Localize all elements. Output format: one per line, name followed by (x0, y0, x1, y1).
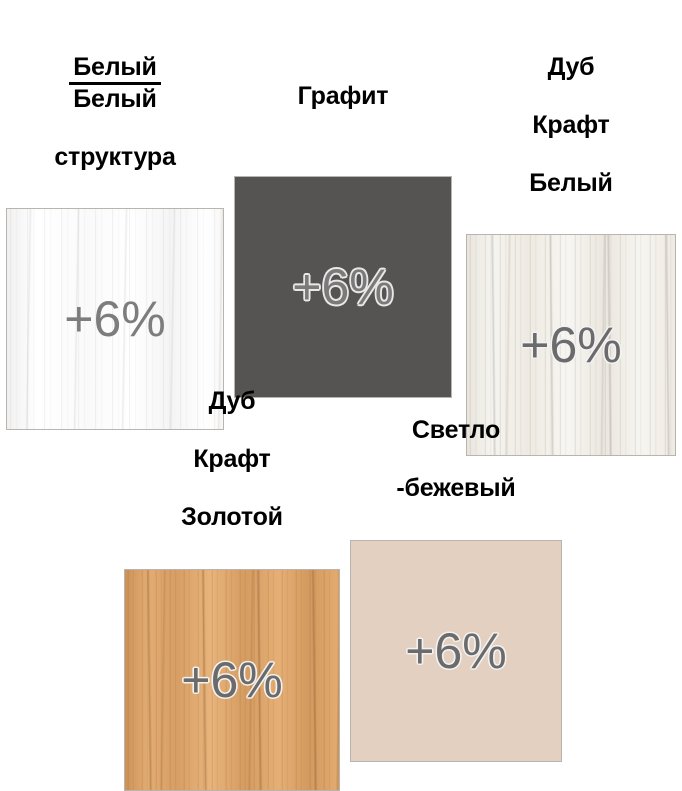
swatch-white-structure[interactable]: Белый Белый структура +6% (6, 24, 224, 430)
swatch-board: Белый Белый структура +6% Графит +6% Дуб… (6, 24, 676, 791)
swatch-caption-oak-craft-gold: Дуб Крафт Золотой (124, 358, 340, 561)
swatch-caption-graphite: Графит (234, 53, 452, 140)
swatch-caption-oak-craft-white: Дуб Крафт Белый (466, 24, 676, 227)
caption-line: Золотой (181, 503, 283, 531)
caption-line: Светло (411, 416, 501, 444)
caption-line: Крафт (193, 445, 271, 473)
caption-line-ruled: Белый (69, 54, 161, 85)
swatch-tile-graphite[interactable]: +6% (234, 176, 452, 398)
swatch-tile-white-structure[interactable]: +6% (6, 208, 224, 430)
surcharge-badge: +6% (64, 291, 166, 347)
swatch-tile-oak-craft-white[interactable]: +6% (466, 234, 676, 456)
caption-line: -бежевый (396, 474, 516, 502)
caption-line: Крафт (532, 111, 610, 139)
surcharge-badge: +6% (181, 652, 283, 708)
caption-line: структура (54, 143, 176, 171)
swatch-graphite[interactable]: Графит +6% (234, 53, 452, 398)
swatch-tile-oak-craft-gold[interactable]: +6% (124, 569, 340, 791)
caption-line: Графит (297, 82, 389, 110)
caption-line: Дуб (547, 53, 595, 81)
surcharge-badge: +6% (405, 623, 507, 679)
swatch-oak-craft-gold[interactable]: Дуб Крафт Золотой +6% (124, 358, 340, 791)
swatch-oak-craft-white[interactable]: Дуб Крафт Белый +6% (466, 24, 676, 456)
swatch-caption-light-beige: Светло -бежевый (350, 387, 562, 532)
caption-line: Дуб (208, 387, 256, 415)
surcharge-badge: +6% (520, 317, 622, 373)
surcharge-badge: +6% (292, 259, 394, 315)
caption-line: Белый (529, 169, 613, 197)
swatch-tile-light-beige[interactable]: +6% (350, 540, 562, 762)
caption-line: Белый (73, 85, 157, 113)
swatch-caption-white-structure: Белый Белый структура (6, 24, 224, 201)
swatch-light-beige[interactable]: Светло -бежевый +6% (350, 387, 562, 762)
